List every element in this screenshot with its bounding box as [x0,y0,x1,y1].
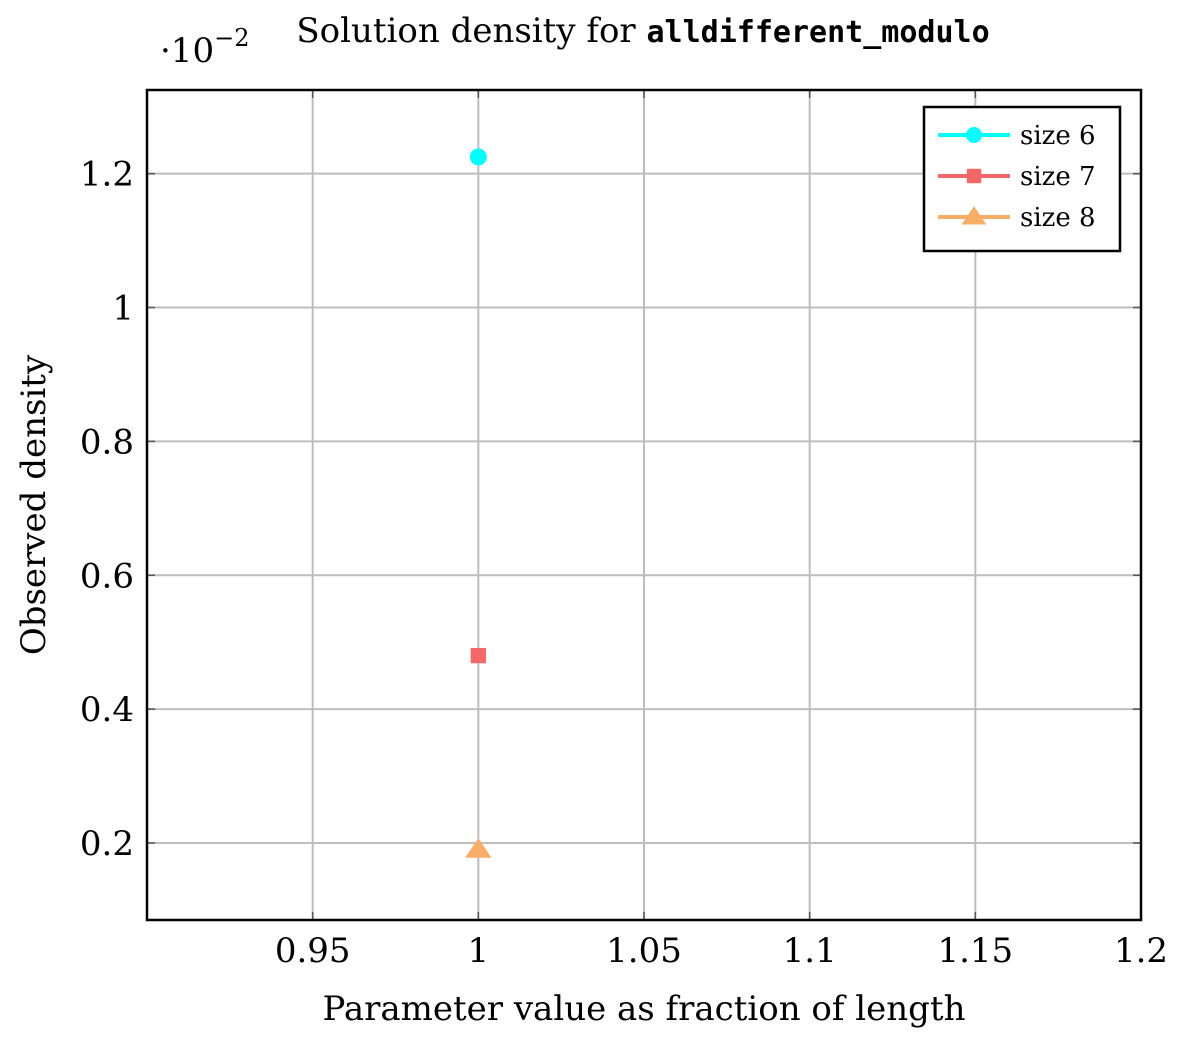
y-tick-label: 0.6 [80,556,134,596]
y-axis-label: Observed density [14,354,54,655]
y-tick-label: 1.2 [80,155,134,195]
chart-title-prefix: Solution density for [296,11,646,51]
x-tick-label: 0.95 [275,931,351,971]
x-tick-label: 1.15 [937,931,1013,971]
x-tick-label: 1.1 [783,931,837,971]
data-points [465,148,492,858]
y-scale-base: ·10 [160,31,214,71]
legend-box [922,105,1122,253]
y-scale-factor: ·10−2 [160,24,249,71]
y-tick-labels: 0.2 0.4 0.6 0.8 1 1.2 [80,155,134,864]
data-point-circle [469,148,487,166]
legend-label: size 6 [1020,121,1096,151]
y-tick-label: 1 [112,289,134,329]
x-tick-label: 1.05 [606,931,682,971]
x-axis-label: Parameter value as fraction of length [323,989,966,1029]
chart-title-code: alldifferent_modulo [646,15,989,50]
y-tick-label: 0.2 [80,824,134,864]
legend-marker-square [966,168,982,184]
legend-marker-triangle [961,206,987,225]
legend-label: size 8 [1020,203,1096,233]
y-tick-label: 0.8 [80,422,134,462]
x-tick-label: 1 [468,931,490,971]
chart-title: Solution density for alldifferent_modulo [296,11,989,51]
legend-entries: size 6 size 7 size 8 [938,121,1096,233]
y-scale-exponent: −2 [214,24,249,52]
plot-frame [145,88,1143,922]
legend-label: size 7 [1020,162,1096,192]
legend-marker-circle [966,127,982,143]
data-point-square [470,647,486,664]
legend: size 6 size 7 size 8 [922,105,1122,253]
x-tick-labels: 0.95 1 1.05 1.1 1.15 1.2 [275,931,1168,971]
data-point-triangle [465,838,492,858]
y-tick-label: 0.4 [80,690,134,730]
x-tick-label: 1.2 [1114,931,1168,971]
